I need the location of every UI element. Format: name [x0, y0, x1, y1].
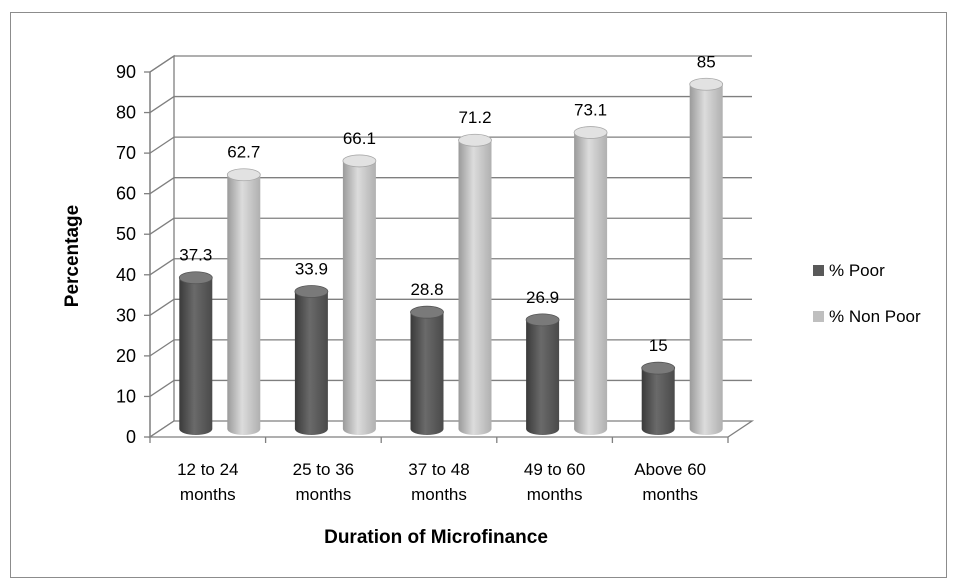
y-tick-label: 40	[116, 265, 136, 285]
bar	[689, 77, 724, 436]
side-wall	[149, 54, 175, 439]
data-label: 37.3	[179, 246, 212, 265]
legend-swatch	[813, 311, 824, 322]
bar	[573, 126, 608, 436]
x-tick-label: 49 to 60	[524, 460, 585, 479]
x-axis-title: Duration of Microfinance	[324, 527, 548, 548]
y-tick-label: 10	[116, 386, 136, 406]
x-tick-label: Above 60	[634, 460, 706, 479]
bar	[226, 168, 261, 435]
x-tick-label: months	[296, 485, 352, 504]
x-tick-label: 12 to 24	[177, 460, 238, 479]
y-tick-label: 60	[116, 184, 136, 204]
y-tick-label: 0	[126, 427, 136, 447]
legend-swatch	[813, 265, 824, 276]
chart-walls	[149, 54, 175, 439]
y-tick-labels: 0 10 20 30 40 50 60 70 80 90	[116, 62, 136, 447]
y-tick-label: 70	[116, 143, 136, 163]
bar	[641, 361, 676, 435]
data-label: 28.8	[410, 280, 443, 299]
bar	[294, 285, 329, 435]
legend: % Poor % Non Poor	[813, 261, 921, 326]
x-tick-label: 25 to 36	[293, 460, 354, 479]
legend-item: % Non Poor	[813, 307, 921, 326]
x-tick-label: months	[411, 485, 467, 504]
data-label: 15	[649, 336, 668, 355]
data-labels: 37.3 62.7 33.9 66.1 28.8 71.2 26.9 73.1 15 85	[179, 52, 715, 355]
data-label: 66.1	[343, 129, 376, 148]
legend-label: % Non Poor	[829, 307, 921, 326]
data-label: 62.7	[227, 143, 260, 162]
data-label: 71.2	[458, 108, 491, 127]
data-label: 26.9	[526, 288, 559, 307]
y-tick-label: 90	[116, 62, 136, 82]
legend-label: % Poor	[829, 261, 885, 280]
legend-item: % Poor	[813, 261, 885, 280]
bar	[410, 305, 444, 435]
bars	[178, 77, 724, 436]
data-label: 73.1	[574, 101, 607, 120]
bar	[342, 154, 377, 435]
y-tick-label: 20	[116, 346, 136, 366]
x-tick-label: months	[527, 485, 583, 504]
data-label: 85	[697, 52, 716, 71]
bar	[178, 271, 213, 435]
y-tick-label: 30	[116, 305, 136, 325]
bar	[525, 313, 560, 435]
x-tick-labels: 12 to 24 months 25 to 36 months 37 to 48 mont…	[177, 460, 706, 504]
y-tick-label: 50	[116, 224, 136, 244]
x-tick-label: months	[642, 485, 698, 504]
bar	[458, 133, 492, 435]
y-axis-title: Percentage	[62, 205, 83, 307]
gridline	[144, 55, 752, 73]
x-tick-label: 37 to 48	[408, 460, 469, 479]
data-label: 33.9	[295, 260, 328, 279]
x-tick-label: months	[180, 485, 236, 504]
gridline	[144, 95, 752, 114]
y-tick-label: 80	[116, 103, 136, 123]
